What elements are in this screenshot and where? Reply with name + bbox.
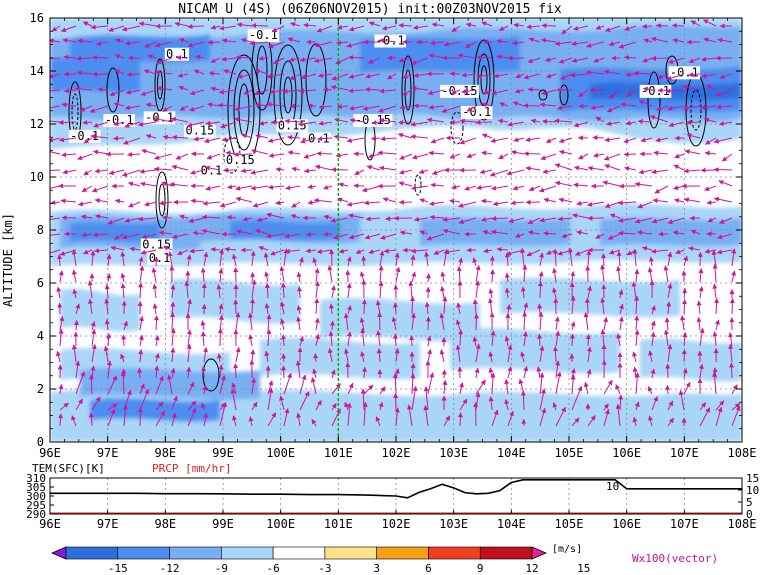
colorbar: -15 -12 -9 -6 -3 3 6 9 12 15 [50,546,590,575]
surface-x-tick: 99E [212,517,234,531]
colorbar-swatch [428,546,481,560]
y-tick-label: 14 [30,64,44,78]
contour-label: -0.15 [355,113,391,127]
colorbar-swatch [272,546,326,560]
surface-x-tick: 103E [439,517,468,531]
surface-x-tick: 98E [154,517,176,531]
x-tick-label: 105E [555,446,584,460]
tem-tick: 295 [26,499,46,512]
contour-label: 0.15 [278,118,307,132]
colorbar-swatch [376,546,429,560]
surface-x-tick: 104E [497,517,526,531]
y-tick-label: 0 [37,435,44,449]
y-tick-label: 6 [37,276,44,290]
tem-tick: 290 [26,508,46,521]
surface-x-tick: 105E [555,517,584,531]
colorbar-tick: -12 [160,562,180,575]
surface-x-tick: 107E [670,517,699,531]
contour-label: -0.1 [249,28,278,42]
colorbar-swatch [169,546,222,560]
contour-label: 0.1 [149,251,171,265]
colorbar-tick: -9 [215,562,228,575]
x-tick-label: 100E [266,446,295,460]
contour-label: 0.15 [142,238,171,252]
x-tick-label: 102E [382,446,411,460]
prcp-tick: 15 [746,472,759,485]
colorbar-tick: 15 [577,562,590,575]
colorbar-tick: -6 [266,562,279,575]
tem-tick: 305 [26,481,46,494]
colorbar-tick: -3 [318,562,331,575]
surface-axes: 96E 97E 98E 99E 100E 101E 102E 103E 104E 105E 106E… [26,472,759,531]
y-tick-label: 12 [30,117,44,131]
chart-title: NICAM U (4S) (06Z06NOV2015) init:00Z03NO… [178,2,562,17]
colorbar-unit: [m/s] [552,544,582,555]
contour-label: -0.15 [441,84,477,98]
tem-tick: 300 [26,490,46,503]
surface-x-tick: 108E [728,517,757,531]
y-tick-label: 4 [37,329,44,343]
tem-line [50,478,742,499]
colorbar-tick: 3 [373,562,380,575]
vector-label: Wx100(vector) [632,552,718,565]
x-tick-label: 103E [439,446,468,460]
prcp-axis-label: PRCP [mm/hr] [152,462,231,475]
surface-x-tick: 106E [612,517,641,531]
surface-panel: 96E 97E 98E 99E 100E 101E 102E 103E 104E 105E 106E… [26,462,759,531]
x-tick-label: 99E [212,446,234,460]
colorbar-tick: -15 [108,562,128,575]
colorbar-tick: 9 [477,562,484,575]
y-tick-label: 8 [37,223,44,237]
x-tick-label: 104E [497,446,526,460]
contour-label: -0.1 [145,110,174,124]
tem-axis-label: TEM(SFC)[K] [32,462,105,475]
colorbar-swatch [65,546,119,560]
x-tick-label: 108E [728,446,757,460]
x-tick-label: 98E [154,446,176,460]
colorbar-min-triangle [50,546,67,560]
surface-x-tick: 96E [39,517,61,531]
y-tick-label: 10 [30,170,44,184]
x-tick-label: 96E [39,446,61,460]
x-tick-label: 101E [324,446,353,460]
contour-label: -0.1 [641,84,670,98]
x-tick-label: 107E [670,446,699,460]
surface-x-tick: 102E [382,517,411,531]
y-tick-label: 16 [30,11,44,25]
colorbar-tick: 12 [525,562,538,575]
prcp-tick: 10 [746,484,759,497]
contour-label: -0.1 [462,105,491,119]
contour-label: -0.1 [70,129,99,143]
colorbar-swatch [221,546,274,560]
surface-annotation: 10 [606,480,619,493]
colorbar-swatch [324,546,377,560]
contour-label: 0.15 [185,124,214,138]
colorbar-max-triangle [531,546,548,560]
main-panel: -0.1-0.1 -0.10.1-0.10.150.150.10.15-0.1-0… [1,11,756,460]
colorbar-swatch [479,546,533,560]
prcp-tick: 5 [746,496,753,509]
x-tick-label: 106E [612,446,641,460]
colorbar-tick: 6 [425,562,432,575]
wind-vectors [50,19,741,427]
main-axes: 96E 97E 98E 99E 100E 101E 102E 103E 104E 105E 106E… [30,11,757,460]
y-tick-label: 2 [37,382,44,396]
colorbar-swatch [117,546,170,560]
prcp-tick: 0 [746,508,753,521]
surface-grid [107,478,685,514]
surface-x-tick: 100E [266,517,295,531]
contour-label: -0.1 [376,34,405,48]
contour-label: 0.15 [226,153,255,167]
x-tick-label: 97E [97,446,119,460]
tem-tick: 310 [26,472,46,485]
y-axis-label: ALTITUDE [km] [1,213,15,307]
surface-x-tick: 101E [324,517,353,531]
surface-x-tick: 97E [97,517,119,531]
